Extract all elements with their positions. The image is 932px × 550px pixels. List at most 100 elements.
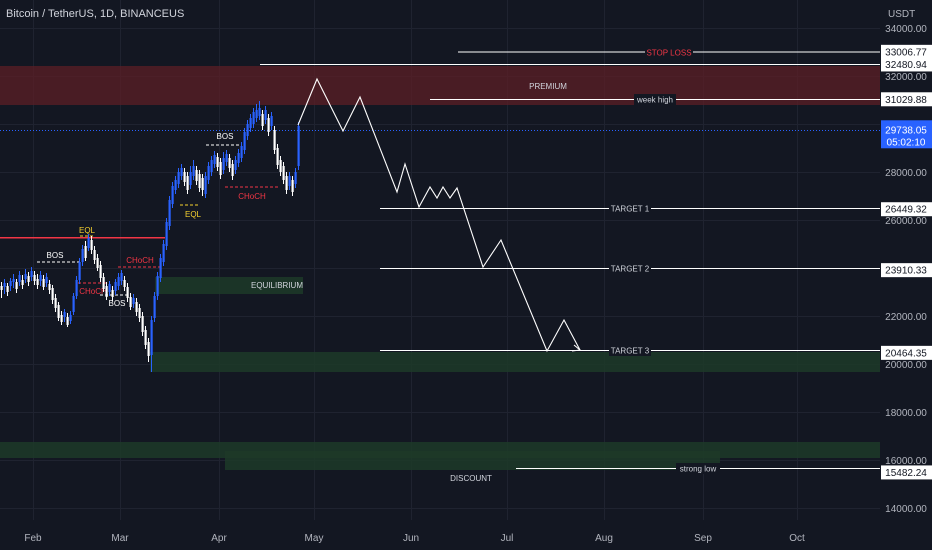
candle-body	[54, 298, 57, 308]
target-3-label: TARGET 3	[611, 347, 650, 356]
candle-body	[135, 302, 138, 312]
candle-body	[267, 118, 270, 132]
candle-body	[117, 277, 120, 286]
price-tick-label: 16000.00	[885, 456, 927, 467]
candle-body	[291, 180, 294, 192]
candle-body	[30, 271, 33, 277]
price-tick-label: 28000.00	[885, 168, 927, 179]
target-1-label-bg	[609, 203, 651, 214]
candle-body	[228, 158, 231, 168]
candle-body	[96, 258, 99, 268]
candle-body	[9, 281, 12, 286]
candle-body	[231, 164, 234, 176]
candle-body	[51, 288, 54, 300]
target-demand-zone	[150, 352, 880, 372]
candle-body	[153, 296, 156, 318]
candle-body	[237, 153, 240, 163]
projected-path	[297, 77, 581, 353]
candle-body	[180, 168, 183, 176]
eql-label-1: EQL	[79, 226, 96, 235]
time-label-jun: Jun	[403, 533, 419, 544]
candle-body	[213, 155, 216, 164]
candle-body	[36, 279, 39, 285]
candle-body	[126, 287, 129, 298]
candle-body	[261, 114, 264, 126]
target-1-label: TARGET 1	[611, 205, 650, 214]
time-label-sep: Sep	[694, 533, 712, 544]
candle-body	[120, 273, 123, 281]
price-axis[interactable]: USDT 34000.0032000.0030000.0028000.00260…	[880, 0, 932, 550]
candle-body	[57, 305, 60, 318]
price-tick-label: 14000.00	[885, 504, 927, 515]
candle-body	[201, 178, 204, 190]
candle-body	[87, 238, 90, 248]
discount-label: DISCOUNT	[450, 474, 492, 483]
candle-body	[138, 308, 141, 318]
candle-body	[27, 276, 30, 282]
price-tag-label: 26449.32	[885, 205, 927, 216]
week-high-label-bg	[634, 94, 676, 105]
candle-body	[75, 280, 78, 296]
symbol-title[interactable]: Bitcoin / TetherUS, 1D, BINANCEUS	[6, 8, 184, 20]
target-3-label-bg	[609, 345, 651, 356]
last-price-value: 29738.05	[885, 125, 927, 136]
candle-body	[285, 176, 288, 190]
candle-body	[144, 330, 147, 345]
candle-body	[60, 315, 63, 322]
candle-body	[168, 200, 171, 226]
choch-label-1: CHoCH	[79, 287, 107, 296]
candle-body	[288, 176, 291, 186]
candle-body	[258, 108, 261, 116]
candle-body	[297, 126, 300, 166]
price-tag	[881, 44, 932, 59]
candle-body	[33, 275, 36, 281]
candle-body	[42, 279, 45, 287]
price-tag	[881, 465, 932, 480]
currency-label: USDT	[888, 9, 915, 20]
candle-body	[159, 258, 162, 278]
price-tag	[881, 263, 932, 278]
stop-loss-label-bg	[645, 47, 693, 57]
price-tag-label: 20464.35	[885, 348, 927, 359]
candle-body	[192, 166, 195, 176]
candle-body	[204, 176, 207, 194]
candle-body	[210, 160, 213, 172]
last-price-tag	[881, 120, 932, 149]
candle-body	[99, 265, 102, 278]
bar-countdown: 05:02:10	[887, 137, 926, 148]
candle-body	[222, 158, 225, 170]
target-2-label: TARGET 2	[611, 265, 650, 274]
candle-body	[195, 170, 198, 181]
time-label-aug: Aug	[595, 533, 613, 544]
resistance-line	[0, 237, 165, 239]
candle-body	[270, 116, 273, 126]
candle-body	[15, 282, 18, 289]
price-tag-label: 15482.24	[885, 468, 927, 479]
candle-body	[105, 286, 108, 297]
equilibrium-label: EQUILIBRIUM	[251, 281, 303, 290]
candle-body	[102, 277, 105, 289]
time-label-feb: Feb	[24, 533, 42, 544]
candle-body	[186, 176, 189, 190]
candle-body	[252, 112, 255, 124]
price-tag-label: 33006.77	[885, 47, 927, 58]
strong-low-label-bg	[676, 463, 720, 474]
candle-body	[129, 297, 132, 307]
candle-body	[249, 118, 252, 128]
candle-body	[111, 290, 114, 297]
candlesticks	[0, 101, 300, 372]
choch-label-3: CHoCH	[238, 192, 266, 201]
time-label-oct: Oct	[789, 533, 805, 544]
bos-label-1: BOS	[47, 251, 64, 260]
candle-body	[39, 275, 42, 281]
candle-body	[21, 280, 24, 285]
candle-body	[264, 110, 267, 120]
candle-body	[243, 132, 246, 150]
candle-body	[3, 283, 6, 287]
week-high-label: week high	[636, 96, 673, 105]
price-tag-label: 31029.88	[885, 95, 927, 106]
candle-body	[72, 296, 75, 312]
time-axis[interactable]: Feb Mar Apr May Jun Jul Aug Sep Oct	[24, 533, 805, 544]
candle-body	[123, 280, 126, 287]
